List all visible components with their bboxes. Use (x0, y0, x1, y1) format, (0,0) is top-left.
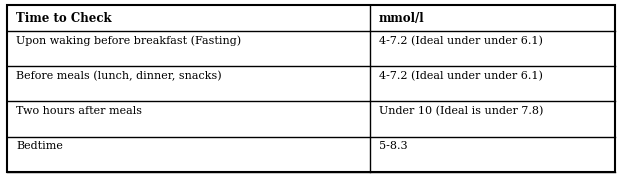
Text: Two hours after meals: Two hours after meals (16, 106, 142, 116)
Text: Bedtime: Bedtime (16, 141, 63, 151)
Text: 4-7.2 (Ideal under under 6.1): 4-7.2 (Ideal under under 6.1) (379, 36, 542, 46)
Text: Time to Check: Time to Check (16, 12, 112, 25)
Text: Under 10 (Ideal is under 7.8): Under 10 (Ideal is under 7.8) (379, 106, 543, 116)
Text: Before meals (lunch, dinner, snacks): Before meals (lunch, dinner, snacks) (16, 71, 222, 81)
Text: mmol/l: mmol/l (379, 12, 424, 25)
Text: Upon waking before breakfast (Fasting): Upon waking before breakfast (Fasting) (16, 36, 241, 46)
Text: 4-7.2 (Ideal under under 6.1): 4-7.2 (Ideal under under 6.1) (379, 71, 542, 81)
Text: 5-8.3: 5-8.3 (379, 141, 407, 151)
